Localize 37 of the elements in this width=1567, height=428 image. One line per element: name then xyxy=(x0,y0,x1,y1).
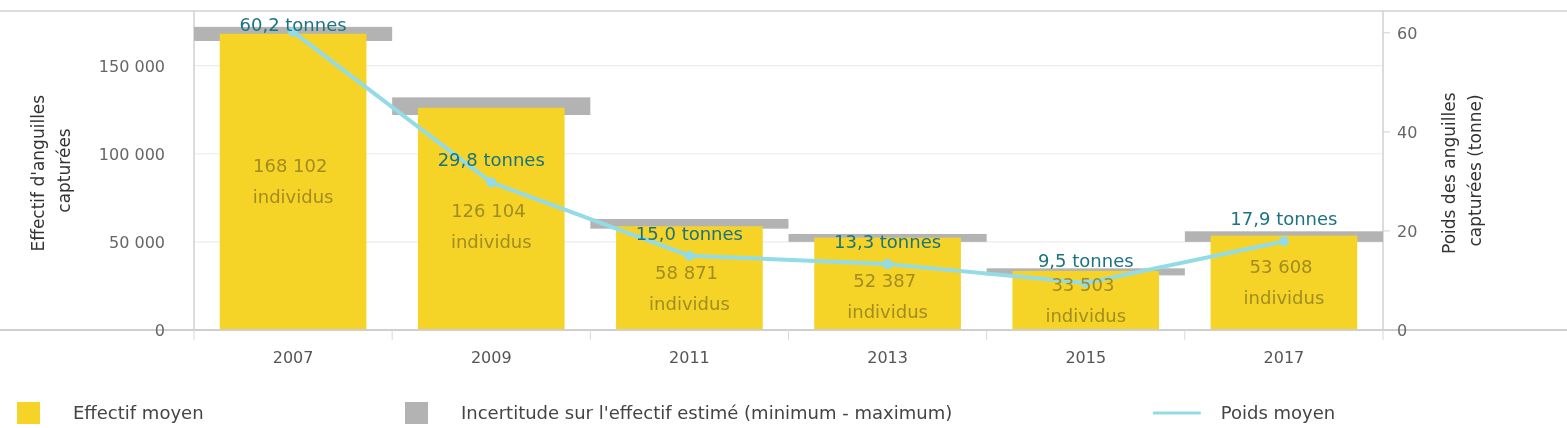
x-tick-label: 2009 xyxy=(470,348,512,367)
y-tick-label: 50 000 xyxy=(109,232,165,252)
data-label: 168 102 individus xyxy=(252,155,334,208)
data-label: 13,3 tonnes xyxy=(834,231,942,253)
y2-axis-title: Poids des anguilles capturées (tonne) xyxy=(1439,87,1485,254)
data-label: 60,2 tonnes xyxy=(239,14,347,35)
legend-label: Incertitude sur l'effectif estimé (minimum - maximum) xyxy=(461,402,953,423)
legend-label: Poids moyen xyxy=(1220,402,1336,423)
data-label: 53 608 individus xyxy=(1243,256,1325,309)
x-tick-label: 2017 xyxy=(1263,348,1305,367)
x-tick-label: 2007 xyxy=(272,348,314,367)
data-label: 17,9 tonnes xyxy=(1230,208,1338,230)
x-tick-label: 2015 xyxy=(1065,348,1107,367)
x-tick-label: 2011 xyxy=(669,348,710,367)
legend-label: Effectif moyen xyxy=(73,402,204,423)
y-tick-label: 100 000 xyxy=(98,144,165,164)
y2-tick-label: 60 xyxy=(1397,23,1418,43)
data-label: 52 387 individus xyxy=(847,270,928,323)
data-label: 15,0 tonnes xyxy=(635,222,743,244)
bar xyxy=(616,226,763,330)
bar xyxy=(417,107,565,330)
y-tick-label: 150 000 xyxy=(98,56,165,76)
data-label: 126 104 individus xyxy=(450,199,532,252)
y-axis-title: Effectif d'anguilles capturées xyxy=(28,89,74,252)
y2-tick-label: 0 xyxy=(1397,321,1408,340)
bar xyxy=(1210,235,1358,330)
data-label: 9,5 tonnes xyxy=(1037,249,1134,271)
point xyxy=(1278,236,1289,247)
point xyxy=(882,259,893,270)
data-label: 58 871 individus xyxy=(649,261,730,314)
point xyxy=(486,177,497,188)
bar xyxy=(219,33,367,330)
y-tick-label: 0 xyxy=(154,321,165,340)
x-tick-label: 2013 xyxy=(867,348,908,367)
y2-tick-label: 20 xyxy=(1397,221,1418,241)
point xyxy=(684,250,695,261)
y2-tick-label: 40 xyxy=(1397,122,1418,142)
